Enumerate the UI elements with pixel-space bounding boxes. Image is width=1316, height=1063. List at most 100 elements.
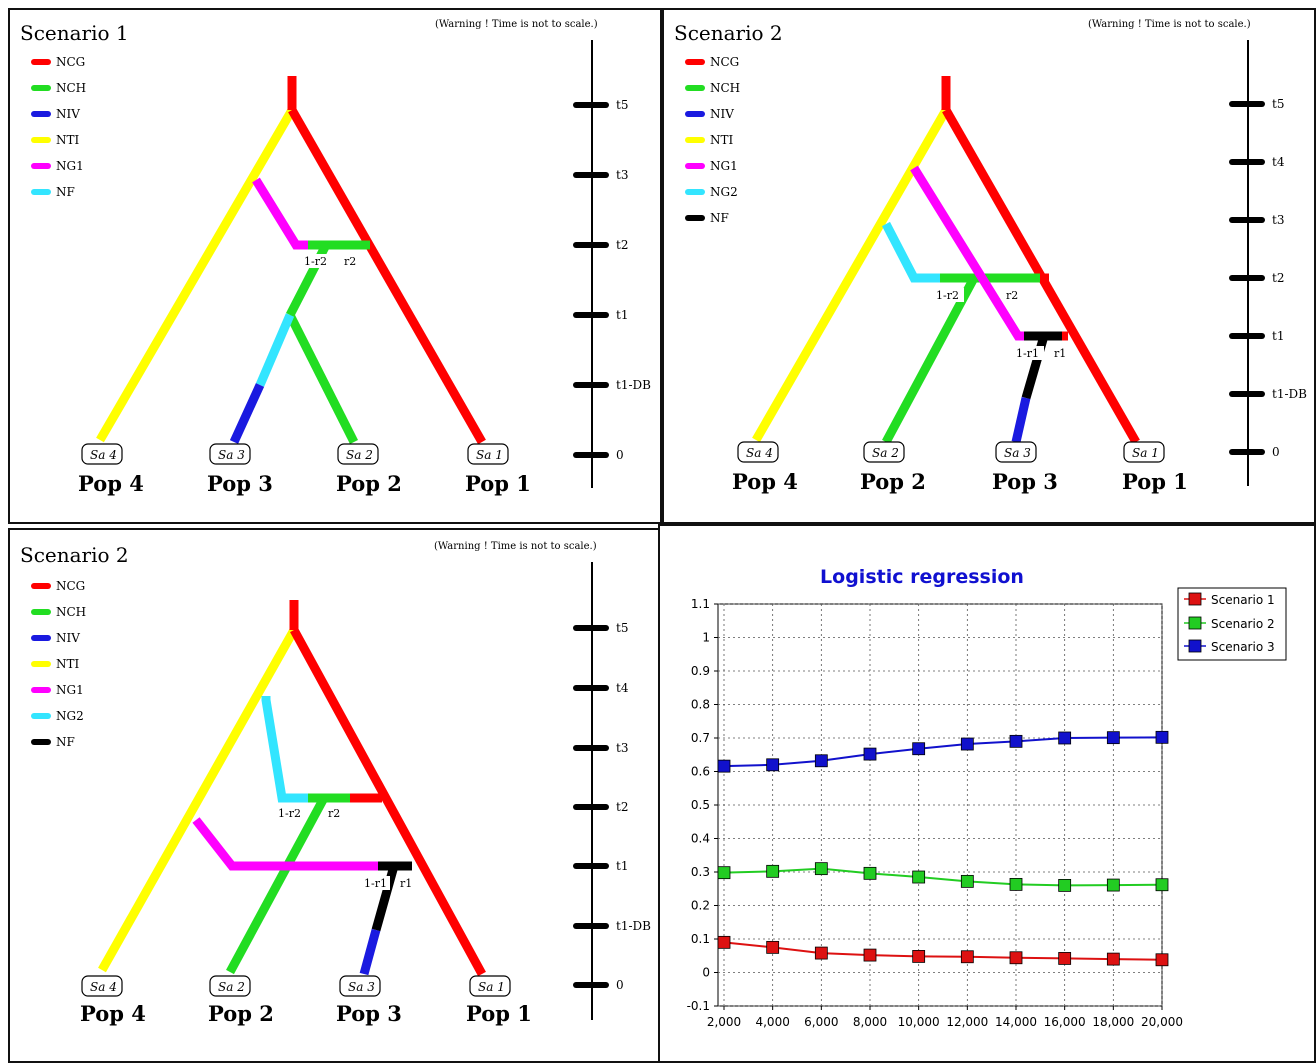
time-label: t3 xyxy=(616,741,628,755)
x-tick-label: 2,000 xyxy=(707,1015,741,1029)
sample-label: Sa 2 xyxy=(346,448,373,462)
pop-label: Pop 2 xyxy=(208,1001,274,1026)
branch-pop4 xyxy=(100,110,292,440)
time-label: t2 xyxy=(616,238,628,252)
legend-marker-scenario-2 xyxy=(1189,617,1201,629)
legend-label: NCG xyxy=(56,55,85,69)
x-tick-label: 16,000 xyxy=(1044,1015,1086,1029)
data-point-s1 xyxy=(815,947,827,959)
data-point-s3 xyxy=(1156,731,1168,743)
branch-pop1 xyxy=(292,110,482,442)
legend-label: NF xyxy=(56,735,75,749)
data-point-s2 xyxy=(961,875,973,887)
legend-label: Scenario 2 xyxy=(1211,617,1275,631)
time-label: 0 xyxy=(616,448,624,462)
legend-label: NTI xyxy=(56,133,80,147)
data-point-s2 xyxy=(718,867,730,879)
data-point-s3 xyxy=(864,748,876,760)
data-point-s1 xyxy=(961,951,973,963)
time-label: t2 xyxy=(1272,271,1284,285)
x-tick-label: 20,000 xyxy=(1141,1015,1183,1029)
logistic-regression-panel: Logistic regression 1.1 1 0.9 0.8 0.7 0.6 0.5 0… xyxy=(658,524,1316,1063)
legend-label: NCG xyxy=(56,579,85,593)
data-point-s2 xyxy=(1156,879,1168,891)
legend-label: NCH xyxy=(56,81,86,95)
legend-label: NCH xyxy=(56,605,86,619)
data-point-s2 xyxy=(1010,878,1022,890)
sample-label: Sa 3 xyxy=(1004,446,1031,460)
y-tick-label: 1.1 xyxy=(691,597,710,611)
y-tick-label: 0.8 xyxy=(691,698,710,712)
pop-label: Pop 3 xyxy=(336,1001,402,1026)
pop-label: Pop 4 xyxy=(78,471,144,496)
time-label: t5 xyxy=(616,621,628,635)
admix-label: r2 xyxy=(328,807,340,820)
pop-label: Pop 2 xyxy=(860,469,926,494)
time-label: t1 xyxy=(616,308,628,322)
pop-label: Pop 3 xyxy=(207,471,273,496)
pop-label: Pop 1 xyxy=(465,471,531,496)
x-tick-label: 12,000 xyxy=(946,1015,988,1029)
legend-label: NF xyxy=(56,185,75,199)
pop-label: Pop 1 xyxy=(466,1001,532,1026)
sample-label: Sa 4 xyxy=(746,446,773,460)
legend-label: Scenario 3 xyxy=(1211,640,1275,654)
chart-title: Logistic regression xyxy=(820,566,1024,588)
legend-label: NF xyxy=(710,211,729,225)
time-label: t1-DB xyxy=(616,378,651,392)
time-label: t3 xyxy=(616,168,628,182)
sample-label: Sa 2 xyxy=(218,980,245,994)
time-axis: t5 t4 t3 t2 t1 t1-DB 0 xyxy=(1232,40,1307,486)
y-axis: 1.110.90.80.70.60.50.40.30.20.10-0.1 xyxy=(687,597,718,1013)
legend-marker-scenario-3 xyxy=(1189,640,1201,652)
data-point-s2 xyxy=(864,867,876,879)
pop-label: Pop 1 xyxy=(1122,469,1188,494)
panel-title: Scenario 2 xyxy=(20,543,129,567)
data-point-s2 xyxy=(767,865,779,877)
time-label: t1-DB xyxy=(1272,387,1307,401)
legend-label: NCG xyxy=(710,55,739,69)
time-label: t4 xyxy=(616,681,629,695)
admix-label: r1 xyxy=(400,877,412,890)
legend-marker-scenario-1 xyxy=(1189,593,1201,605)
time-label: t2 xyxy=(616,800,628,814)
data-point-s3 xyxy=(767,759,779,771)
legend-label: NG1 xyxy=(56,159,84,173)
data-point-s2 xyxy=(913,871,925,883)
panel-title: Scenario 1 xyxy=(20,21,129,45)
data-point-s1 xyxy=(1010,952,1022,964)
samples: Sa 4 Sa 2 Sa 3 Sa 1 Pop 4 Pop 2 Pop 3 Po… xyxy=(732,442,1188,494)
scenario-2-panel-top: Scenario 2 (Warning ! Time is not to sca… xyxy=(662,8,1316,524)
legend: NCG NCH NIV NTI NG1 NF xyxy=(34,55,86,199)
legend: NCG NCH NIV NTI NG1 NG2 NF xyxy=(34,579,86,749)
admix-label: r1 xyxy=(1054,347,1066,360)
legend-label: NIV xyxy=(56,631,80,645)
scenario-2-diagram-alt: Scenario 2 (Warning ! Time is not to sca… xyxy=(10,530,662,1063)
pop-label: Pop 2 xyxy=(336,471,402,496)
branch-pop2 xyxy=(290,315,354,442)
data-point-s2 xyxy=(815,863,827,875)
admix-label: r2 xyxy=(1006,289,1018,302)
admix-label: 1-r1 xyxy=(1016,347,1039,360)
data-point-s3 xyxy=(913,743,925,755)
data-point-s3 xyxy=(815,755,827,767)
scenario-2-diagram: Scenario 2 (Warning ! Time is not to sca… xyxy=(664,10,1316,524)
data-point-s1 xyxy=(718,936,730,948)
x-tick-label: 14,000 xyxy=(995,1015,1037,1029)
scenario-1-diagram: Scenario 1 (Warning ! Time is not to sca… xyxy=(10,10,662,524)
population-tree xyxy=(102,600,482,974)
y-tick-label: 0.1 xyxy=(691,932,710,946)
branch-pop3-nf xyxy=(260,315,290,385)
y-tick-label: 0.4 xyxy=(691,832,710,846)
legend-label: Scenario 1 xyxy=(1211,593,1275,607)
sample-label: Sa 4 xyxy=(90,980,117,994)
legend-label: NG1 xyxy=(56,683,84,697)
legend-label: NG2 xyxy=(710,185,738,199)
x-tick-label: 6,000 xyxy=(804,1015,838,1029)
y-tick-label: 0.3 xyxy=(691,865,710,879)
y-tick-label: 0.7 xyxy=(691,731,710,745)
data-point-s2 xyxy=(1107,879,1119,891)
warning-note: (Warning ! Time is not to scale.) xyxy=(1088,19,1251,30)
time-axis: t5 t4 t3 t2 t1 t1-DB 0 xyxy=(576,562,651,1020)
x-tick-label: 18,000 xyxy=(1092,1015,1134,1029)
